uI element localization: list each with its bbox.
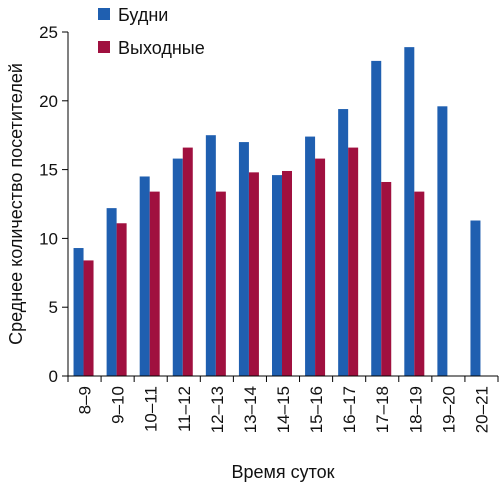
bar-weekend (248, 172, 259, 376)
x-tick-label: 11–12 (175, 386, 194, 432)
bar-weekday (404, 47, 415, 377)
bar-weekday (238, 142, 249, 376)
bar-weekday (172, 158, 183, 376)
bar-weekend (182, 147, 193, 376)
x-axis-title: Время суток (231, 462, 334, 482)
bar-weekday (139, 176, 150, 376)
legend-label: Выходные (118, 38, 205, 58)
bar-weekend (414, 191, 425, 376)
y-tick-label: 10 (39, 229, 58, 248)
legend-swatch (98, 41, 110, 53)
y-axis-title: Среднее количество посетителей (6, 63, 26, 345)
legend: Будни Выходные (98, 5, 205, 58)
y-tick-label: 20 (39, 92, 58, 111)
x-tick-label: 18–19 (406, 386, 425, 433)
x-tick-label: 19–20 (439, 386, 458, 433)
x-tick-label: 12–13 (208, 386, 227, 433)
bar-weekday (106, 208, 117, 376)
bar-weekend (116, 223, 127, 376)
x-tick-label: 13–14 (241, 386, 260, 433)
bar-weekend (315, 158, 326, 376)
x-tick-label: 15–16 (307, 386, 326, 433)
legend-swatch (98, 8, 110, 20)
bar-weekday (73, 248, 84, 376)
axes-group (67, 32, 498, 377)
y-ticks-group: 0 5 10 15 20 25 (39, 23, 68, 386)
x-tick-label: 20–21 (472, 386, 491, 433)
bar-weekend (215, 191, 226, 376)
x-tick-label: 10–11 (142, 386, 161, 432)
y-tick-label: 0 (49, 367, 58, 386)
x-tick-label: 8–9 (76, 386, 95, 414)
legend-label: Будни (118, 5, 168, 25)
x-tick-label: 14–15 (274, 386, 293, 433)
bar-weekday (205, 135, 216, 376)
x-tick-label: 9–10 (109, 386, 128, 424)
y-tick-label: 25 (39, 23, 58, 42)
y-tick-label: 5 (49, 298, 58, 317)
bar-weekday (305, 136, 316, 376)
bar-weekday (437, 106, 448, 376)
bar-weekend (149, 191, 160, 376)
bar-weekday (470, 220, 481, 376)
y-tick-label: 15 (39, 161, 58, 180)
x-ticks-group: 8–9 9–10 10–11 11–12 12–13 13–14 14–15 15–16 16–… (67, 376, 499, 433)
bars-group (73, 47, 481, 377)
bar-weekend (282, 170, 292, 376)
bar-weekday (371, 60, 382, 377)
bar-weekday (272, 175, 282, 376)
x-tick-label: 17–18 (373, 386, 392, 433)
bar-weekday (338, 109, 349, 376)
bar-weekend (83, 260, 94, 376)
x-tick-label: 16–17 (340, 386, 359, 433)
bar-weekend (348, 147, 359, 376)
bar-weekend (381, 181, 392, 376)
